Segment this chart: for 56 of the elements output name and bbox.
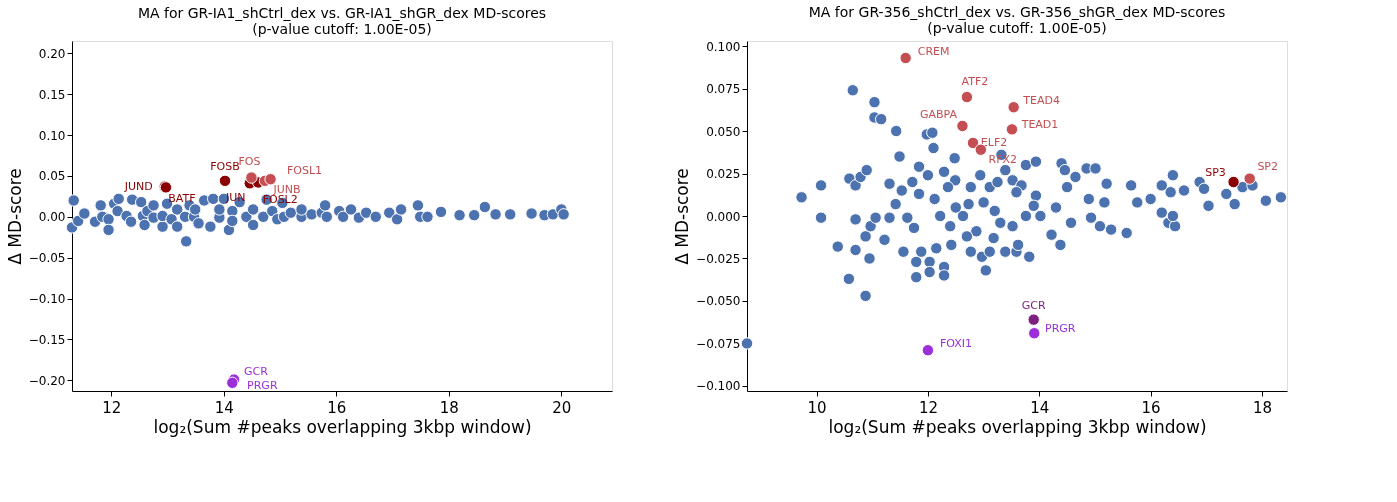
series-label: JUNB <box>272 182 301 196</box>
y-tick-label: −0.100 <box>696 379 741 394</box>
series-label: SP2 <box>1257 159 1279 173</box>
x-tick-label: 18 <box>439 398 459 417</box>
x-tick-label: 12 <box>918 398 938 417</box>
y-tick-label: −0.15 <box>28 332 66 347</box>
x-tick-label: 20 <box>552 398 572 417</box>
series-label: FOXI1 <box>939 337 972 351</box>
y-tick-label: 0.10 <box>38 128 66 143</box>
x-axis-title: log₂(Sum #peaks overlapping 3kbp window) <box>153 416 532 437</box>
y-tick-label: −0.10 <box>28 292 66 307</box>
chart-subtitle: (p-value cutoff: 1.00E-05) <box>252 21 432 37</box>
x-tick-label: 14 <box>1030 398 1050 417</box>
y-tick-label: 0.000 <box>706 209 741 224</box>
series-label: RFX2 <box>988 152 1018 166</box>
y-tick-label: 0.05 <box>38 169 66 184</box>
y-tick-label: 0.20 <box>38 46 66 61</box>
x-tick-label: 14 <box>214 398 234 417</box>
series-label: GCR <box>244 364 269 378</box>
chart-subtitle: (p-value cutoff: 1.00E-05) <box>927 20 1107 37</box>
x-tick-label: 12 <box>102 398 122 417</box>
series-label: GCR <box>1021 298 1046 312</box>
y-tick-label: 0.00 <box>38 210 66 225</box>
y-tick-label: 0.15 <box>38 87 66 102</box>
x-axis-title: log₂(Sum #peaks overlapping 3kbp window) <box>828 416 1207 437</box>
y-tick-label: −0.025 <box>696 251 741 266</box>
series-label: FOSB <box>210 159 240 173</box>
y-tick-label: 0.075 <box>706 82 741 97</box>
y-axis-title: Δ MD-score <box>4 168 25 265</box>
x-tick-label: 16 <box>327 398 347 417</box>
series-label: GABPA <box>919 107 958 121</box>
chart-title: MA for GR-356_shCtrl_dex vs. GR-356_shGR_dex MD-scores <box>808 4 1226 21</box>
x-tick-label: 18 <box>1252 398 1272 417</box>
series-label: JUND <box>123 179 153 193</box>
x-tick-label: 16 <box>1141 398 1161 417</box>
chart-title: MA for GR-IA1_shCtrl_dex vs. GR-IA1_shGR_dex MD-scores <box>137 5 547 21</box>
series-label: FOSL1 <box>287 164 323 178</box>
y-axis-title: Δ MD-score <box>672 168 693 265</box>
series-label: CREM <box>917 44 950 58</box>
series-label: TEAD1 <box>1020 118 1059 132</box>
y-tick-label: 0.025 <box>706 167 741 182</box>
x-tick-label: 10 <box>807 398 827 417</box>
series-label: FOS <box>238 154 261 168</box>
y-tick-label: −0.20 <box>28 373 66 388</box>
series-label: BATF <box>168 192 196 206</box>
series-label: ELF2 <box>980 135 1008 149</box>
series-label: SP3 <box>1205 166 1226 180</box>
y-tick-label: −0.075 <box>696 336 741 351</box>
y-tick-label: 0.100 <box>706 39 741 54</box>
y-tick-label: −0.050 <box>696 294 741 309</box>
series-label: PRGR <box>1045 322 1076 336</box>
series-label: ATF2 <box>961 75 989 89</box>
y-tick-label: 0.050 <box>706 124 741 139</box>
series-label: PRGR <box>247 378 278 392</box>
y-tick-label: −0.05 <box>28 251 66 266</box>
series-label: TEAD4 <box>1022 94 1060 108</box>
